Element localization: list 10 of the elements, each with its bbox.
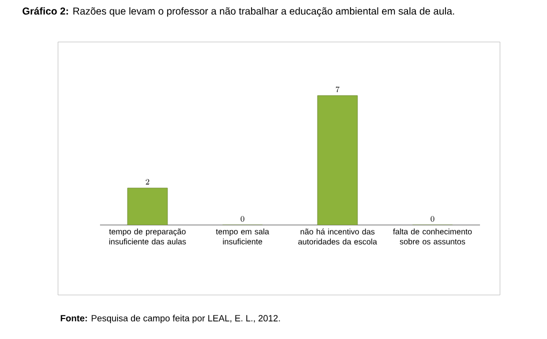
text: Fonte: Pesquisa de campo feita por LEAL, E. L., 2012. (60, 314, 280, 324)
x-tick-label: tempo de preparação insuficiente das aulas (109, 228, 186, 244)
data-label: 7 (336, 86, 340, 92)
chart-title: Gráfico 2: Razões que levam o professor a não trabalhar a educação ambiental em sala de aula. (22, 7, 454, 17)
data-label: 0 (240, 216, 244, 222)
data-label: 2 (146, 179, 150, 184)
data-label: 0 (430, 216, 434, 222)
x-tick-label: falta de conhecimento sobre os assuntos (393, 228, 472, 244)
x-tick-label: não há incentivo das autoridades da escola (298, 228, 378, 244)
x-tick-label: tempo em sala insuficiente (216, 228, 270, 244)
